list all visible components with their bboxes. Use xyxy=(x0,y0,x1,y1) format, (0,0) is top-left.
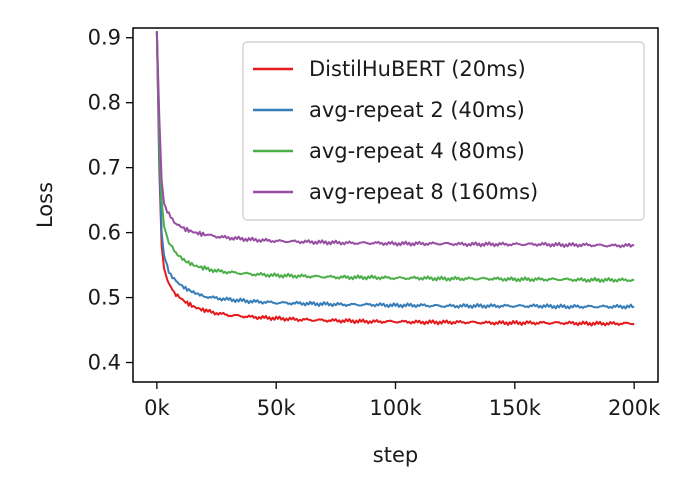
legend: DistilHuBERT (20ms) avg-repeat 2 (40ms) av… xyxy=(242,41,645,221)
x-tick-label: 0k xyxy=(144,396,170,420)
legend-label: avg-repeat 8 (160ms) xyxy=(309,180,538,204)
x-tick-label: 50k xyxy=(257,396,297,420)
axis-ticks: 0k 50k 100k 150k 200k 0.4 0.5 0.6 0.7 0.8 0.9 xyxy=(88,26,662,420)
y-tick-label: 0.7 xyxy=(88,156,121,180)
series-line-2 xyxy=(155,31,635,310)
legend-label: avg-repeat 2 (40ms) xyxy=(309,98,525,122)
series-line-4 xyxy=(155,31,635,249)
x-tick-label: 150k xyxy=(489,396,542,420)
legend-label: DistilHuBERT (20ms) xyxy=(309,57,526,81)
y-tick-label: 0.4 xyxy=(88,351,121,375)
series-layer xyxy=(155,31,635,327)
y-tick-label: 0.5 xyxy=(88,286,121,310)
series-line-1 xyxy=(155,31,635,327)
y-tick-label: 0.6 xyxy=(88,221,121,245)
legend-label: avg-repeat 4 (80ms) xyxy=(309,139,525,163)
legend-box xyxy=(242,41,645,221)
x-axis-label: step xyxy=(373,443,418,467)
x-tick-label: 200k xyxy=(608,396,661,420)
y-axis-label: Loss xyxy=(33,182,57,228)
y-tick-label: 0.8 xyxy=(88,91,121,115)
y-tick-label: 0.9 xyxy=(88,26,121,50)
x-tick-label: 100k xyxy=(369,396,422,420)
series-line-3 xyxy=(155,31,635,283)
